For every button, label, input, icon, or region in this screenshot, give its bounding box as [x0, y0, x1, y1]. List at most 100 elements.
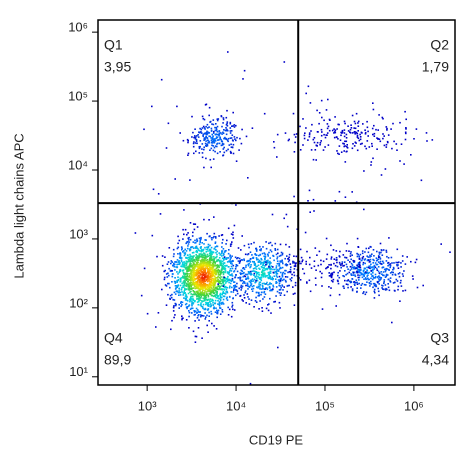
scatter-dot	[185, 264, 188, 266]
scatter-dot	[167, 282, 169, 285]
scatter-dot	[318, 122, 320, 125]
scatter-dot	[201, 127, 204, 129]
scatter-dot	[225, 297, 228, 300]
scatter-dot	[396, 264, 399, 267]
scatter-dot	[177, 273, 179, 275]
scatter-dot	[177, 291, 180, 294]
scatter-dot	[293, 265, 296, 267]
scatter-dot	[207, 274, 209, 277]
scatter-dot	[240, 142, 243, 145]
scatter-dot	[267, 259, 269, 262]
scatter-dot	[192, 293, 194, 296]
scatter-dot	[276, 290, 279, 293]
scatter-dot	[217, 270, 219, 273]
scatter-dot	[211, 256, 213, 258]
scatter-dot	[248, 259, 251, 262]
scatter-dot	[188, 279, 190, 281]
scatter-dot	[249, 261, 251, 263]
scatter-dot	[201, 156, 204, 159]
scatter-dot	[192, 266, 195, 268]
scatter-dot	[362, 270, 365, 273]
scatter-dot	[216, 312, 218, 314]
scatter-dot	[356, 287, 358, 289]
scatter-dot	[378, 253, 381, 255]
scatter-dot	[198, 297, 200, 299]
scatter-dot	[195, 139, 198, 141]
scatter-dot	[213, 282, 216, 284]
scatter-dot	[205, 157, 207, 160]
scatter-dot	[194, 292, 196, 295]
scatter-dot	[221, 246, 223, 248]
scatter-dot	[185, 260, 188, 263]
scatter-dot	[194, 223, 197, 225]
scatter-dot	[215, 307, 217, 309]
scatter-dot	[268, 285, 271, 288]
scatter-dot	[182, 264, 184, 266]
scatter-dot	[229, 269, 231, 272]
scatter-dot	[268, 303, 270, 305]
scatter-dot	[191, 312, 193, 314]
scatter-dot	[180, 302, 182, 304]
scatter-dot	[187, 232, 189, 234]
scatter-dot	[185, 299, 188, 301]
scatter-dot	[199, 282, 201, 285]
scatter-dot	[208, 270, 211, 273]
scatter-dot	[271, 278, 274, 281]
scatter-dot	[217, 265, 219, 267]
scatter-dot	[210, 259, 212, 262]
scatter-dot	[309, 211, 311, 213]
scatter-dot	[248, 303, 251, 305]
scatter-dot	[233, 285, 235, 287]
scatter-dot	[350, 251, 352, 253]
scatter-dot	[230, 315, 233, 318]
scatter-dot	[275, 267, 278, 269]
scatter-dot	[342, 285, 345, 287]
scatter-dot	[190, 278, 193, 281]
scatter-dot	[211, 288, 213, 290]
scatter-dot	[195, 256, 197, 259]
scatter-dot	[222, 288, 224, 290]
scatter-dot	[292, 112, 295, 115]
scatter-dot	[198, 270, 201, 272]
scatter-dot	[323, 119, 325, 122]
scatter-dot	[240, 269, 243, 272]
scatter-dot	[308, 135, 311, 138]
scatter-dot	[229, 122, 232, 125]
scatter-dot	[179, 132, 181, 134]
scatter-dot	[189, 259, 191, 261]
scatter-dot	[354, 281, 357, 284]
scatter-dot	[209, 287, 211, 289]
scatter-dot	[281, 284, 283, 286]
scatter-dot	[381, 284, 383, 287]
scatter-dot	[207, 141, 209, 144]
scatter-dot	[199, 140, 202, 142]
scatter-dot	[214, 289, 217, 292]
scatter-dot	[195, 290, 198, 293]
scatter-dot	[265, 307, 268, 310]
scatter-dot	[321, 272, 323, 275]
scatter-dot	[212, 264, 215, 267]
scatter-dot	[191, 274, 193, 276]
scatter-dot	[269, 297, 271, 300]
scatter-dot	[232, 233, 234, 236]
scatter-dot	[272, 277, 274, 280]
scatter-dot	[278, 262, 281, 265]
scatter-dot	[331, 273, 334, 276]
scatter-dot	[181, 282, 183, 285]
scatter-dot	[210, 286, 212, 289]
scatter-dot	[201, 143, 204, 145]
scatter-dot	[365, 284, 367, 286]
scatter-dot	[357, 269, 359, 271]
scatter-dot	[211, 271, 213, 274]
scatter-dot	[203, 284, 206, 287]
scatter-dot	[357, 276, 360, 279]
scatter-dot	[230, 146, 233, 148]
scatter-dot	[256, 286, 258, 289]
scatter-dot	[259, 283, 262, 286]
scatter-dot	[195, 254, 197, 256]
scatter-dot	[191, 295, 194, 298]
scatter-dot	[186, 300, 189, 302]
scatter-dot	[400, 143, 403, 145]
scatter-dot	[357, 263, 360, 265]
scatter-dot	[285, 243, 287, 246]
